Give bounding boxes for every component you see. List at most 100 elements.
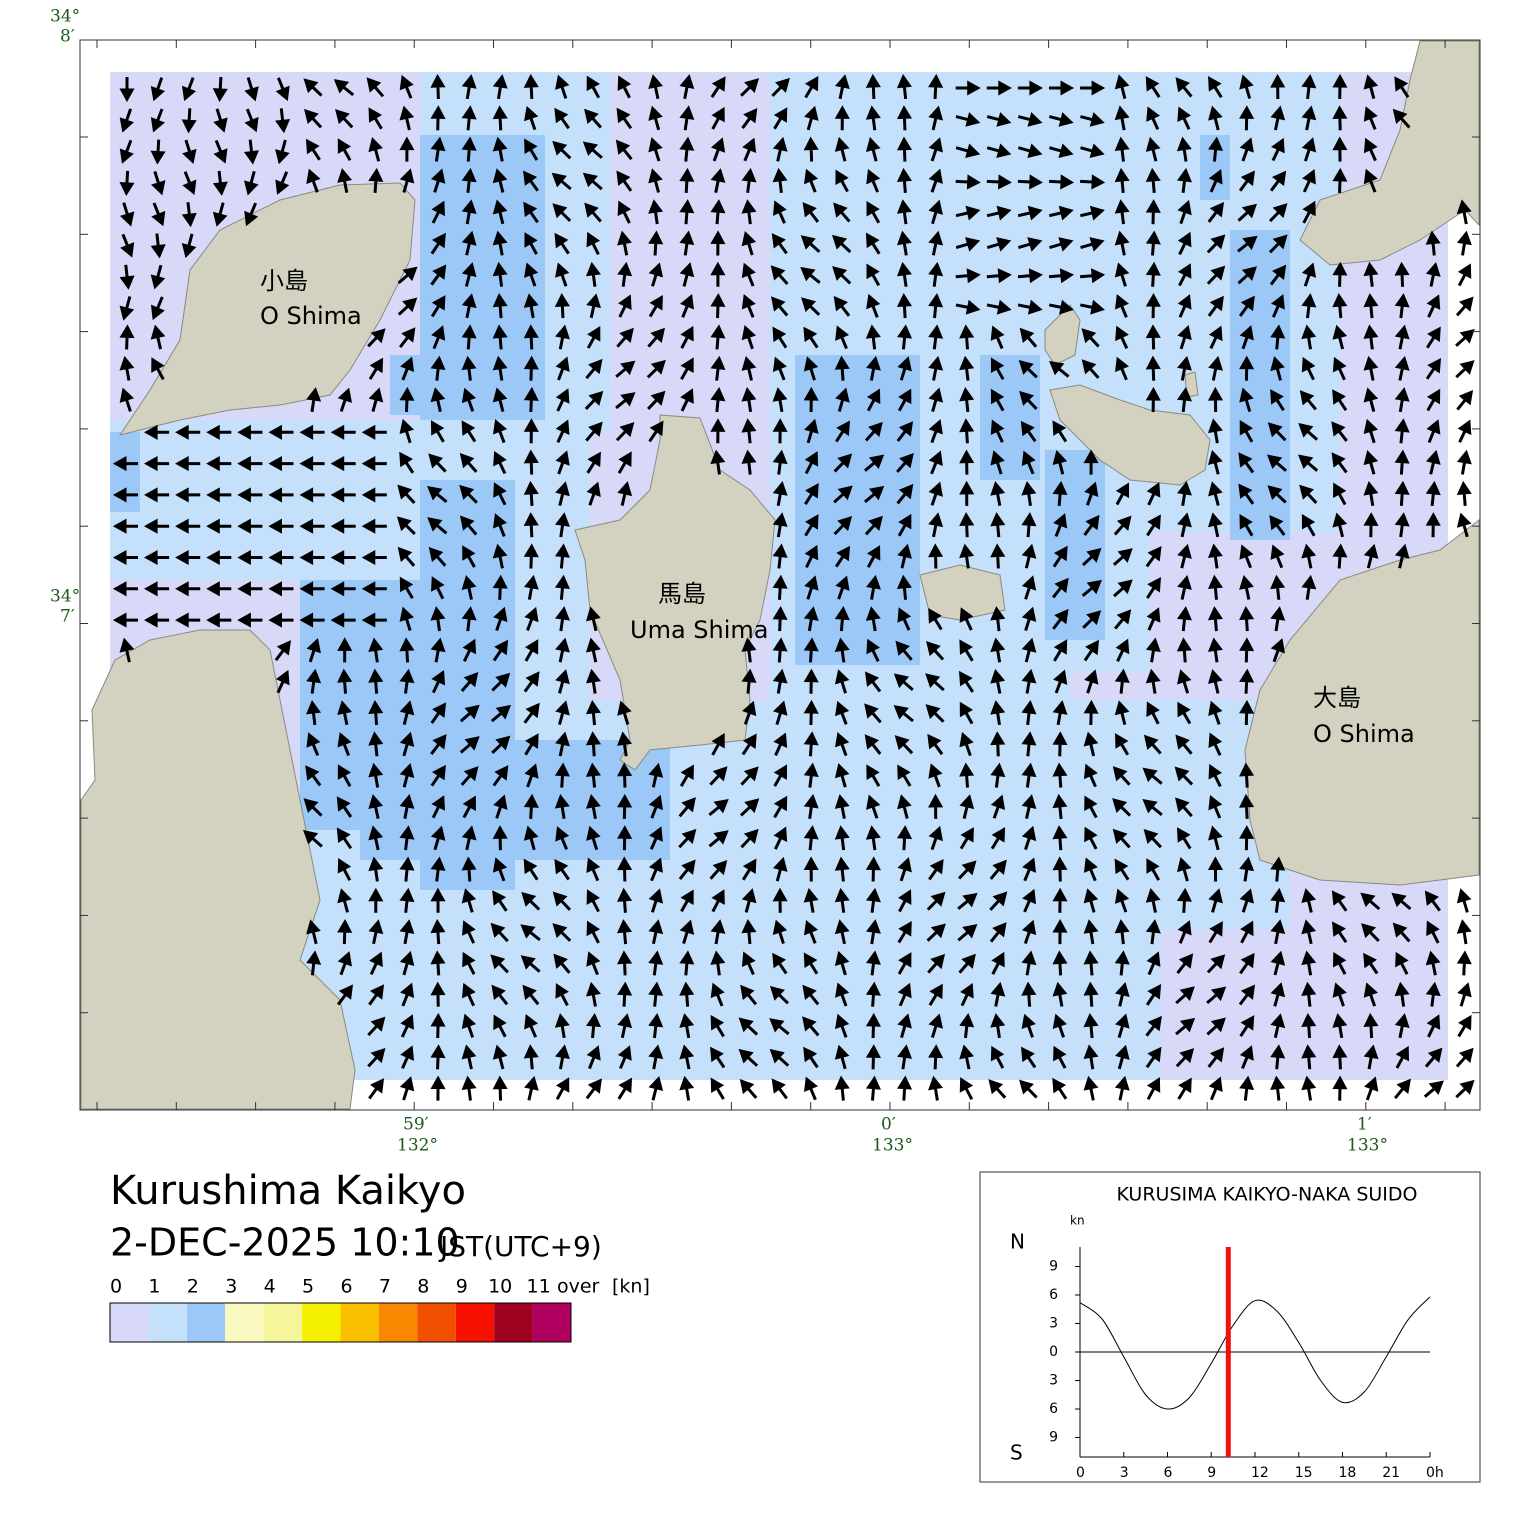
vector bbox=[150, 139, 166, 165]
vector bbox=[399, 1076, 415, 1101]
vector bbox=[928, 419, 943, 444]
vector bbox=[522, 984, 540, 1006]
legend-swatch bbox=[148, 1303, 187, 1342]
vector bbox=[399, 762, 415, 788]
vector bbox=[616, 170, 633, 192]
vector bbox=[834, 887, 850, 913]
vector bbox=[1053, 669, 1068, 694]
vector bbox=[524, 1075, 539, 1101]
vector bbox=[772, 919, 788, 945]
y-tick-label: 0 bbox=[1049, 1344, 1058, 1360]
vector bbox=[1080, 174, 1106, 190]
x-tick-label: 12 bbox=[1251, 1465, 1269, 1481]
vector bbox=[237, 581, 263, 597]
vector bbox=[863, 485, 885, 504]
vector bbox=[275, 171, 290, 195]
vector bbox=[804, 544, 819, 569]
vector bbox=[368, 668, 384, 694]
vector bbox=[648, 857, 663, 882]
vector bbox=[491, 984, 509, 1006]
vector bbox=[709, 859, 728, 880]
vector bbox=[928, 355, 944, 381]
vector bbox=[679, 105, 695, 131]
vector bbox=[834, 825, 850, 851]
vector bbox=[832, 266, 852, 285]
vector bbox=[430, 887, 446, 913]
x-tick-label: 3 bbox=[1120, 1465, 1129, 1481]
vector bbox=[555, 388, 570, 412]
vector bbox=[1052, 480, 1068, 506]
vector bbox=[150, 296, 165, 321]
vector bbox=[1175, 1017, 1196, 1036]
vector bbox=[1143, 734, 1162, 755]
vector bbox=[181, 77, 197, 102]
vector bbox=[1425, 512, 1441, 538]
vector bbox=[959, 607, 974, 631]
vector bbox=[1271, 137, 1285, 162]
vector bbox=[1207, 856, 1224, 882]
vector bbox=[493, 794, 508, 819]
vector bbox=[1332, 543, 1348, 569]
vector bbox=[399, 74, 414, 99]
vector bbox=[461, 420, 477, 443]
vector bbox=[1145, 324, 1161, 350]
vector bbox=[928, 105, 944, 131]
vector bbox=[1332, 921, 1348, 944]
vector bbox=[648, 981, 664, 1007]
vector bbox=[991, 951, 1005, 975]
vector bbox=[1081, 579, 1102, 597]
vector bbox=[461, 167, 477, 193]
vector bbox=[990, 700, 1006, 726]
vector bbox=[492, 293, 508, 319]
vector bbox=[175, 424, 201, 440]
vector bbox=[237, 549, 263, 566]
vector bbox=[1115, 294, 1129, 318]
vector bbox=[112, 487, 138, 503]
vector bbox=[430, 1075, 446, 1101]
vector bbox=[584, 202, 602, 223]
vector bbox=[1145, 546, 1162, 568]
vector bbox=[989, 891, 1008, 911]
vector bbox=[773, 764, 788, 787]
vector bbox=[647, 327, 665, 348]
vector bbox=[491, 672, 511, 692]
vector bbox=[1083, 888, 1099, 913]
vector bbox=[1049, 143, 1074, 159]
vector bbox=[710, 386, 726, 413]
lat-label: 34° bbox=[50, 7, 80, 27]
vector bbox=[1082, 610, 1102, 629]
vector bbox=[1174, 766, 1194, 786]
vector bbox=[299, 487, 325, 503]
vector bbox=[1270, 887, 1286, 913]
vector bbox=[865, 1012, 881, 1039]
vector bbox=[461, 1075, 477, 1101]
vector bbox=[1145, 167, 1161, 193]
vector bbox=[928, 450, 943, 475]
vector bbox=[1112, 548, 1133, 566]
vector bbox=[337, 637, 353, 663]
vector bbox=[1145, 76, 1161, 99]
vector bbox=[150, 264, 166, 290]
vector bbox=[523, 671, 540, 693]
vector bbox=[460, 672, 479, 693]
vector bbox=[959, 512, 975, 538]
vector bbox=[1301, 919, 1317, 945]
vector bbox=[244, 202, 259, 227]
vector bbox=[553, 953, 571, 974]
vector bbox=[1456, 919, 1472, 945]
vector bbox=[957, 860, 977, 880]
vector bbox=[213, 108, 228, 133]
vector bbox=[866, 388, 881, 412]
legend-swatch bbox=[340, 1303, 379, 1342]
vector bbox=[955, 299, 981, 315]
vector bbox=[523, 512, 539, 538]
vector bbox=[1177, 669, 1192, 694]
vector bbox=[1206, 1017, 1226, 1036]
vector bbox=[928, 230, 944, 256]
x-tick-label: 9 bbox=[1207, 1465, 1216, 1481]
vector bbox=[1394, 480, 1410, 506]
vector bbox=[1457, 1014, 1472, 1038]
vector bbox=[833, 516, 853, 536]
vector bbox=[802, 984, 820, 1006]
vector bbox=[710, 950, 726, 976]
